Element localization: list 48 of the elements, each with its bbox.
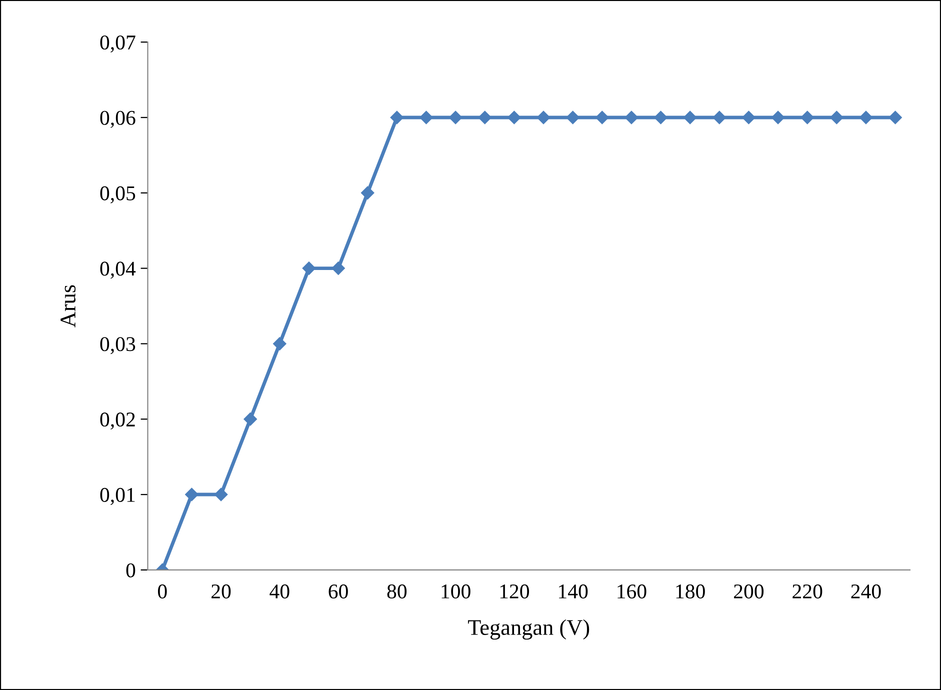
- x-tick-label: 60: [328, 584, 348, 598]
- point: [478, 110, 492, 124]
- point: [536, 110, 550, 124]
- y-tick-label: 0,06: [100, 110, 136, 128]
- point: [302, 262, 316, 275]
- x-tick-label: 40: [270, 584, 290, 598]
- x-tick-label: 20: [212, 584, 231, 598]
- y-tick-label: 0: [126, 563, 136, 578]
- point: [508, 110, 521, 124]
- x-tick-label: 160: [618, 584, 646, 598]
- point: [683, 110, 697, 124]
- x-tick-label: 180: [676, 584, 705, 598]
- point: [830, 110, 844, 124]
- point: [742, 110, 756, 124]
- y-tick-label: 0,04: [100, 262, 136, 279]
- y-tick-label: 0,07: [100, 35, 136, 53]
- x-axis-title: Tegangan (V): [468, 619, 590, 640]
- x-tick-label: 80: [387, 584, 407, 598]
- x-tick-label: 240: [851, 584, 881, 598]
- point: [596, 110, 609, 124]
- point: [420, 110, 433, 124]
- point: [624, 110, 638, 124]
- point: [654, 110, 668, 124]
- point: [273, 337, 286, 350]
- x-tick-label: 0: [158, 584, 167, 598]
- y-tick-label: 0,01: [100, 488, 135, 505]
- point: [332, 262, 345, 275]
- point: [390, 110, 404, 124]
- x-tick-label: 120: [500, 584, 530, 598]
- y-axis-title: Arus: [60, 285, 76, 328]
- point: [448, 110, 462, 124]
- point: [361, 186, 374, 200]
- point: [771, 110, 785, 124]
- y-tick-label: 0,03: [100, 337, 136, 354]
- x-tick-label: 140: [559, 584, 588, 598]
- y-tick-label: 0,05: [100, 186, 136, 204]
- x-tick-label: 220: [792, 584, 822, 598]
- point: [214, 488, 228, 502]
- y-tick-label: 0,02: [100, 412, 135, 430]
- point: [244, 412, 257, 426]
- point: [185, 488, 198, 502]
- x-tick-label: 200: [734, 584, 764, 598]
- point: [712, 110, 726, 124]
- point: [566, 110, 580, 124]
- point: [800, 110, 814, 124]
- point: [888, 110, 902, 124]
- x-tick-label: 100: [442, 584, 470, 598]
- point: [859, 110, 873, 124]
